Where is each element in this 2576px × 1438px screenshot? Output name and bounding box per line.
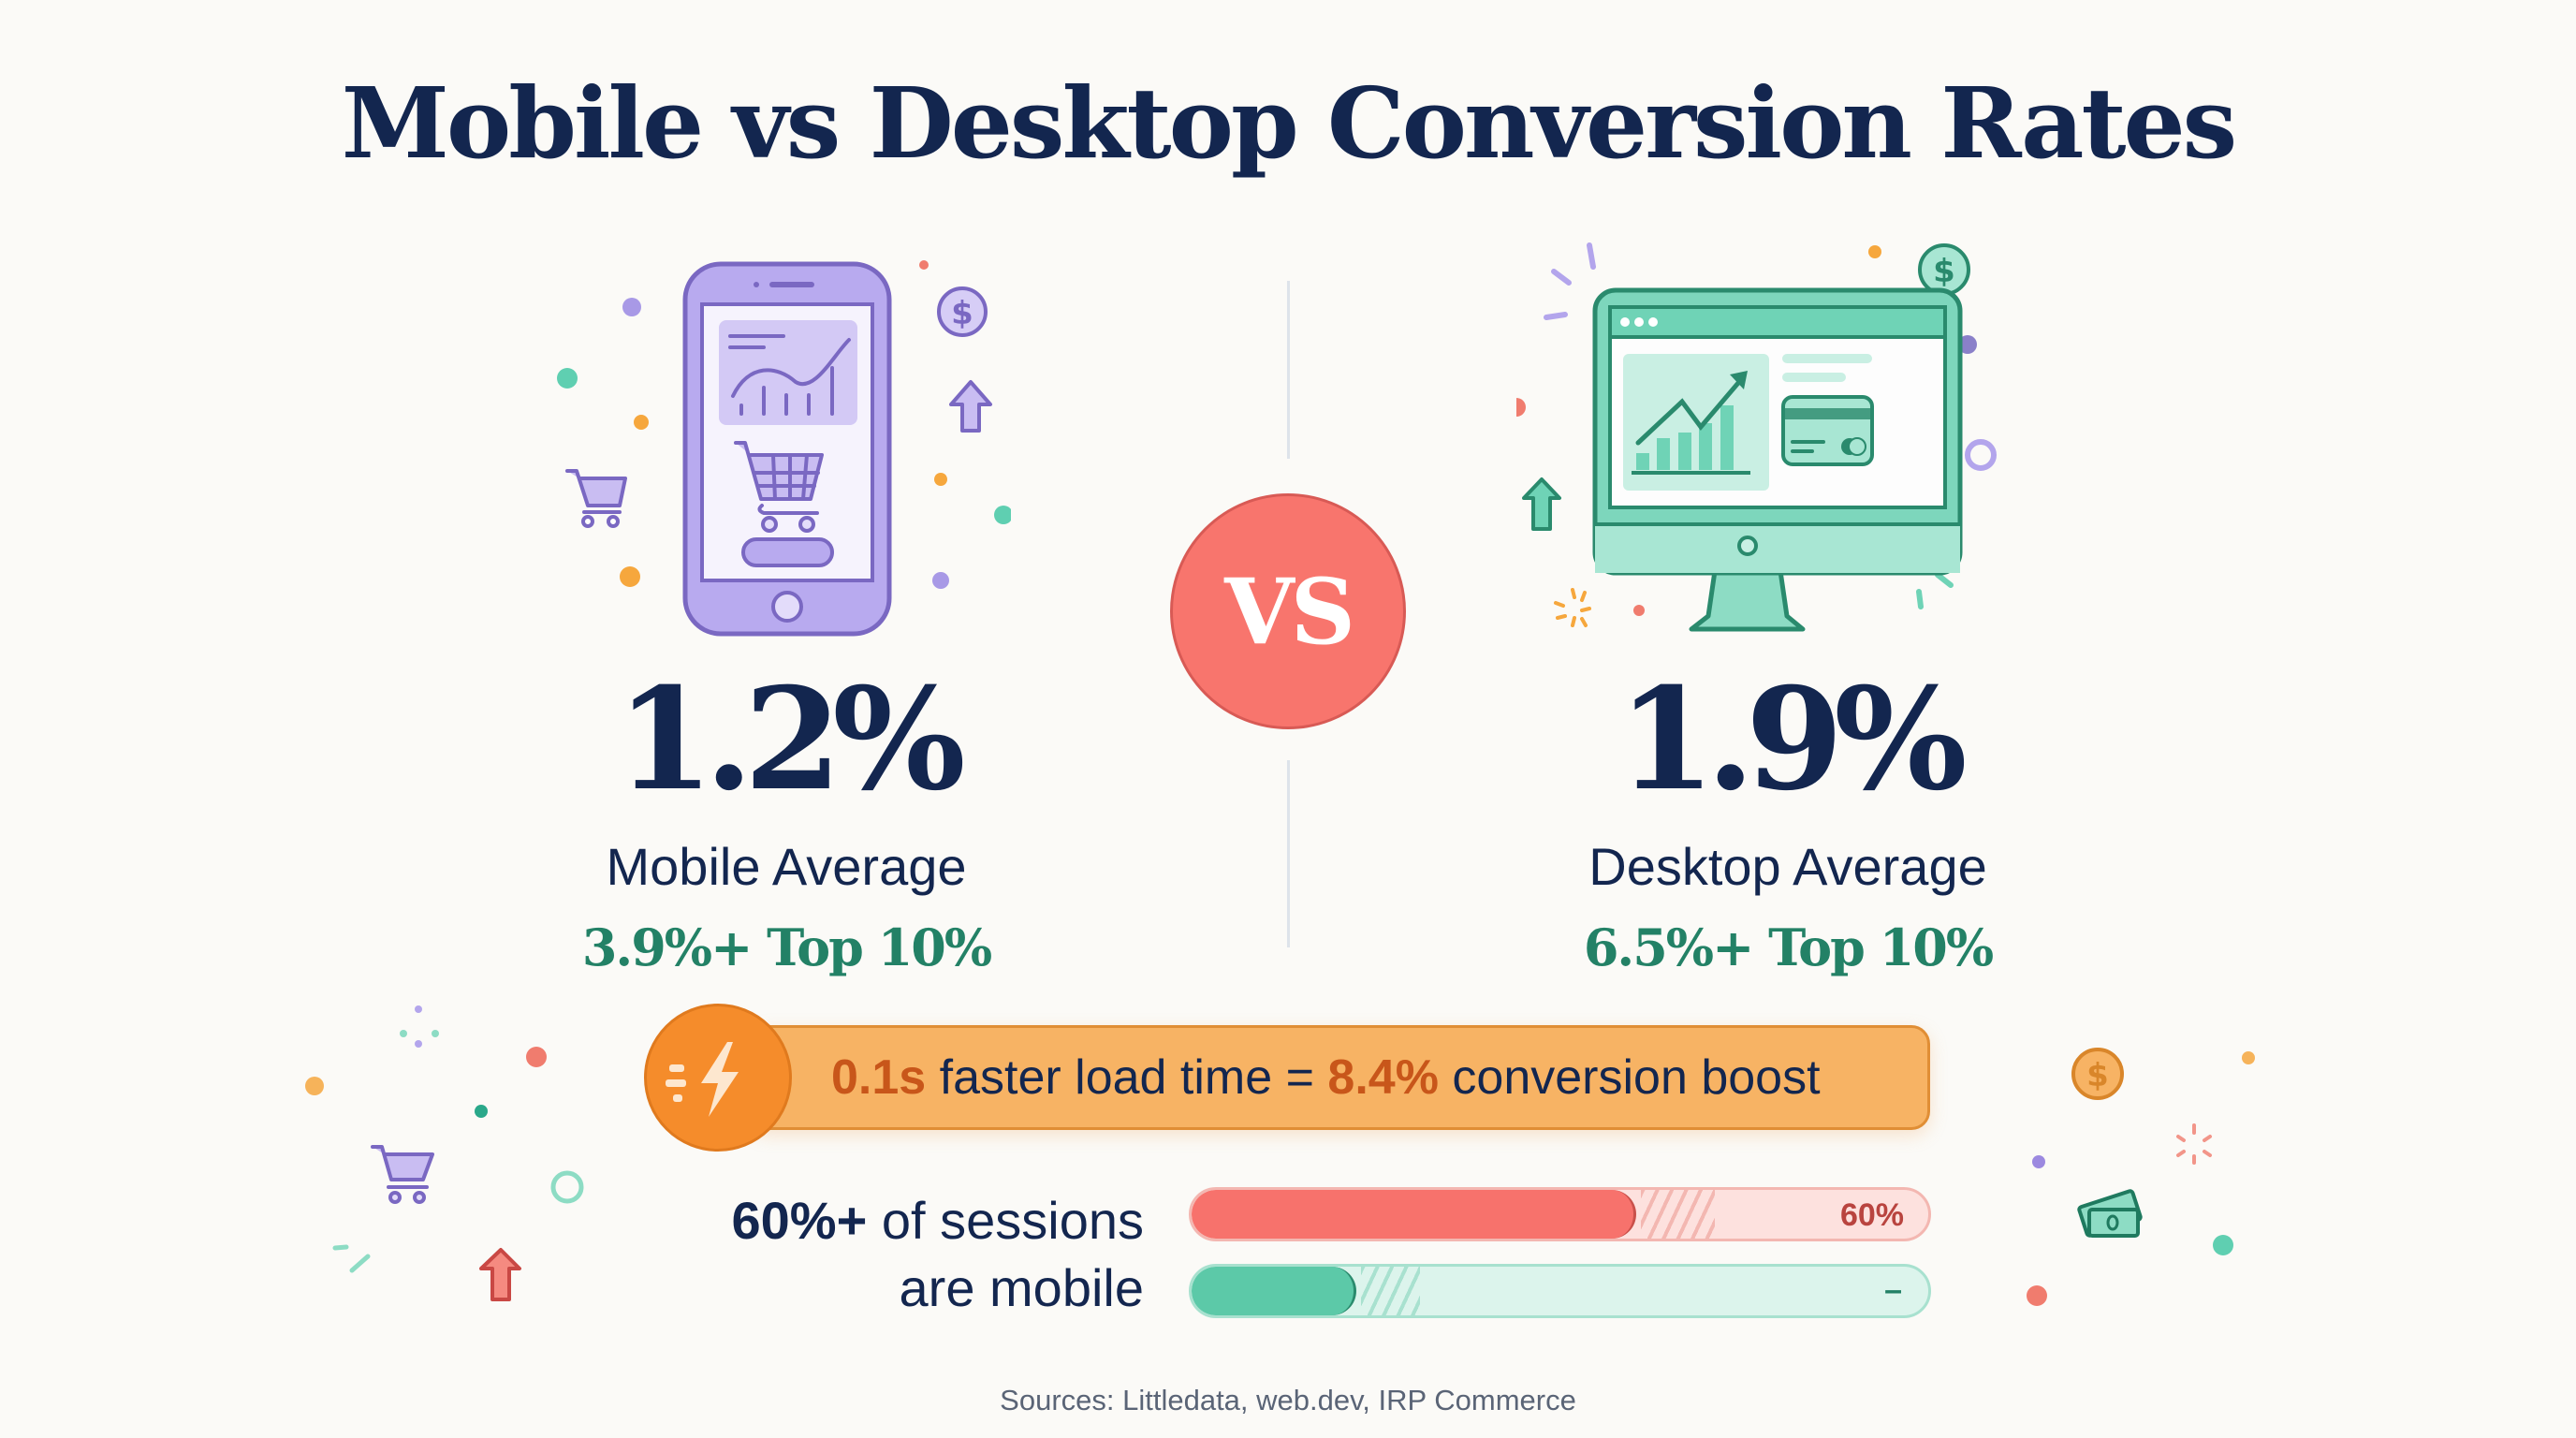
decorations-bottom-right: $ xyxy=(2027,1048,2255,1306)
svg-text:$: $ xyxy=(1933,253,1955,290)
load-time-banner: 0.1s faster load time = 8.4% conversion … xyxy=(749,1025,1930,1130)
smartphone-icon: $ xyxy=(557,260,1011,637)
mobile-rate-value: 1.2% xyxy=(616,657,966,822)
load-time-delta: 0.1s xyxy=(831,1050,927,1105)
center-divider-bottom xyxy=(1287,760,1290,947)
mobile-stats: 1.2% Mobile Average 3.9%+ Top 10% xyxy=(580,669,992,977)
mobile-top10-value: 3.9%+ Top 10% xyxy=(581,917,992,977)
decorations-bottom-left xyxy=(305,1005,584,1301)
mobile-bar-hatch xyxy=(1641,1190,1715,1239)
desktop-rate-label: Desktop Average xyxy=(1588,837,1987,896)
dollar-coin-icon xyxy=(2071,1048,2124,1100)
lightning-bolt-icon xyxy=(666,1042,739,1117)
center-divider-top xyxy=(1287,281,1290,459)
svg-text:$: $ xyxy=(2086,1057,2109,1094)
desktop-monitor-icon: $ xyxy=(1516,242,1997,632)
desktop-bar-fill xyxy=(1192,1267,1357,1315)
sessions-line2: are mobile xyxy=(899,1258,1144,1317)
cash-icon xyxy=(2077,1189,2143,1238)
mobile-bar-fill xyxy=(1192,1190,1637,1239)
mobile-rate-label: Mobile Average xyxy=(606,837,967,896)
banner-text-middle: faster load time = xyxy=(926,1050,1328,1105)
svg-text:$: $ xyxy=(951,295,973,332)
mobile-sessions-bar: 60% xyxy=(1189,1187,1931,1241)
desktop-bar-hatch xyxy=(1361,1267,1420,1315)
up-arrow-icon xyxy=(479,1248,521,1301)
desktop-bar-label: – xyxy=(1884,1272,1902,1308)
sessions-line1: of sessions xyxy=(867,1191,1144,1250)
sources-footnote: Sources: Littledata, web.dev, IRP Commer… xyxy=(1000,1384,1576,1416)
conversion-boost-value: 8.4% xyxy=(1327,1050,1439,1105)
desktop-sessions-bar: – xyxy=(1189,1264,1931,1318)
mobile-bar-label: 60% xyxy=(1839,1197,1904,1233)
desktop-top10-value: 6.5%+ Top 10% xyxy=(1583,917,1994,977)
sessions-share: 60%+ xyxy=(731,1191,868,1250)
page-title: Mobile vs Desktop Conversion Rates xyxy=(341,66,2237,181)
sessions-text: 60%+ of sessions are mobile xyxy=(732,1187,1145,1322)
vs-badge: VS xyxy=(1170,493,1406,729)
shopping-cart-icon xyxy=(371,1145,434,1204)
desktop-stats: 1.9% Desktop Average 6.5%+ Top 10% xyxy=(1554,669,2022,977)
desktop-rate-value: 1.9% xyxy=(1617,657,1968,822)
banner-text-end: conversion boost xyxy=(1438,1050,1821,1105)
lightning-bolt-badge xyxy=(644,1004,792,1152)
